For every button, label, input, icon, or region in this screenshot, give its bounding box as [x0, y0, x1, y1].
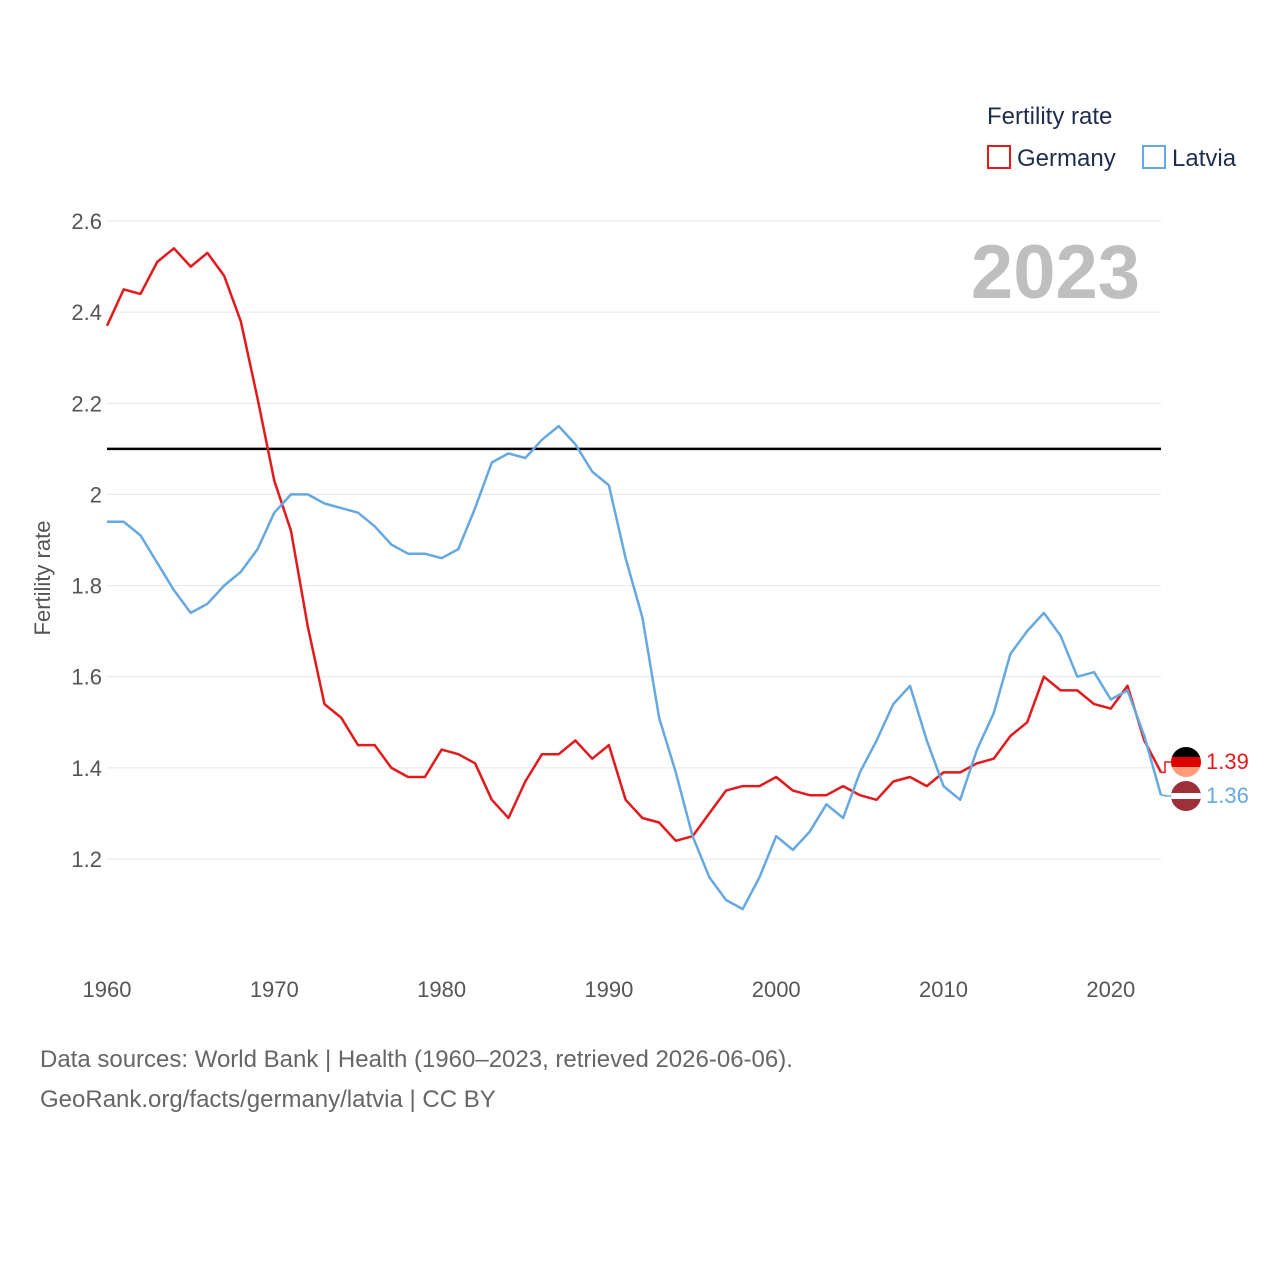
legend-swatch-germany — [987, 145, 1011, 169]
series-lines — [105, 247, 1163, 911]
y-tick-label: 2.4 — [71, 300, 102, 325]
legend-swatch-latvia — [1142, 145, 1166, 169]
data-sources-note: Data sources: World Bank | Health (1960–… — [40, 1046, 793, 1073]
flag-latvia-icon — [1171, 781, 1201, 811]
legend-item-latvia[interactable]: Latvia — [1142, 145, 1237, 172]
legend: Fertility rate Germany Latvia — [987, 103, 1237, 172]
y-tick-label: 1.8 — [71, 574, 102, 599]
y-tick-label: 2 — [90, 482, 102, 507]
end-value-label-latvia: 1.36 — [1206, 783, 1249, 808]
y-axis-ticks: 1.2 1.4 1.6 1.8 2 2.2 2.4 2.6 — [71, 209, 102, 872]
credit-link[interactable]: GeoRank.org/facts/germany/latvia | CC BY — [40, 1086, 496, 1113]
end-connector — [1161, 794, 1172, 797]
x-tick-label: 1980 — [417, 977, 466, 1002]
flag-germany-icon — [1171, 747, 1201, 777]
series-line-germany — [105, 247, 1163, 843]
y-tick-label: 1.2 — [71, 847, 102, 872]
x-tick-label: 1990 — [584, 977, 633, 1002]
gridlines — [107, 220, 1161, 860]
legend-label-latvia: Latvia — [1172, 145, 1237, 172]
legend-label-germany: Germany — [1017, 145, 1116, 172]
series-line-latvia — [107, 424, 1163, 911]
x-tick-label: 2000 — [752, 977, 801, 1002]
y-tick-label: 1.6 — [71, 665, 102, 690]
legend-title: Fertility rate — [987, 103, 1112, 130]
y-tick-label: 2.2 — [71, 391, 102, 416]
y-axis-title: Fertility rate — [30, 521, 55, 636]
x-axis-ticks: 1960 1970 1980 1990 2000 2010 2020 — [83, 977, 1136, 1002]
x-tick-label: 1970 — [250, 977, 299, 1002]
series-end-markers: 1.39 1.36 — [1161, 747, 1249, 811]
end-value-label-germany: 1.39 — [1206, 749, 1249, 774]
legend-item-germany[interactable]: Germany — [987, 145, 1116, 172]
current-year-label: 2023 — [971, 230, 1140, 315]
y-tick-label: 2.6 — [71, 209, 102, 234]
x-tick-label: 2020 — [1086, 977, 1135, 1002]
y-tick-label: 1.4 — [71, 756, 102, 781]
x-tick-label: 2010 — [919, 977, 968, 1002]
end-connector — [1161, 761, 1172, 774]
x-tick-label: 1960 — [83, 977, 132, 1002]
